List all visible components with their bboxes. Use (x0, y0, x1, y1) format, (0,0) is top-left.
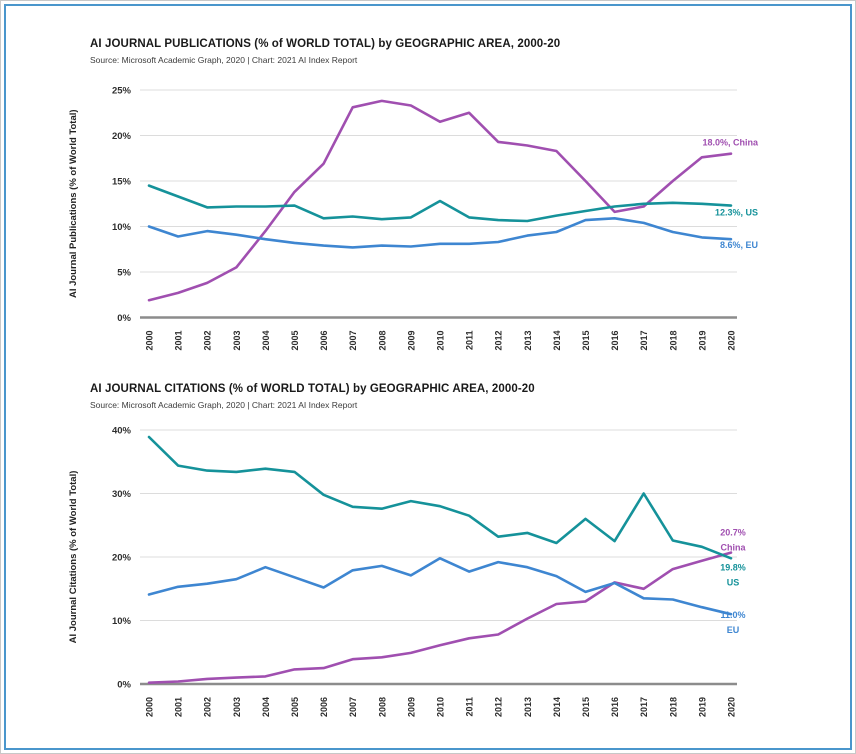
x-tick-label: 2009 (406, 697, 416, 717)
x-tick-label: 2008 (377, 697, 387, 717)
x-tick-label: 2009 (406, 331, 416, 351)
series-end-label-us: 12.3%, US (715, 208, 758, 218)
x-tick-label: 2003 (232, 697, 242, 717)
x-tick-label: 2013 (523, 331, 533, 351)
x-tick-label: 2012 (494, 697, 504, 717)
series-line-eu (147, 557, 733, 616)
x-tick-label: 2019 (697, 331, 707, 351)
x-tick-label: 2004 (261, 697, 271, 717)
series-line-china (147, 99, 733, 302)
x-tick-label: 2014 (552, 331, 562, 351)
series-line-us (147, 184, 733, 223)
y-tick-label: 10% (112, 616, 132, 627)
citations-plot: 0% 10% 20% 30% 40% 2000 2001 2002 2003 2004 2005 20… (68, 426, 746, 718)
x-tick-label: 2020 (727, 697, 737, 717)
x-tick-label: 2010 (436, 331, 446, 351)
x-tick-label: 2002 (203, 331, 213, 351)
y-tick-label: 20% (112, 553, 132, 564)
x-tick-label: 2014 (552, 697, 562, 717)
series-end-label-eu: 8.6%, EU (720, 240, 758, 250)
x-tick-label: 2007 (348, 331, 358, 351)
x-tick-label: 2010 (436, 697, 446, 717)
series-end-label-us: US (727, 577, 740, 587)
x-tick-label: 2015 (581, 697, 591, 717)
y-tick-label: 25% (112, 86, 132, 97)
x-tick-label: 2011 (465, 331, 475, 351)
y-axis-title: AI Journal Publications (% of World Tota… (68, 109, 79, 298)
y-tick-label: 0% (117, 680, 131, 691)
y-tick-label: 15% (112, 177, 132, 188)
y-tick-label: 20% (112, 131, 132, 142)
x-tick-label: 2013 (523, 697, 533, 717)
citations-chart-title: AI JOURNAL CITATIONS (% of WORLD TOTAL) … (90, 383, 535, 395)
series-end-label-eu: 11.0% (720, 610, 745, 620)
y-tick-label: 5% (117, 268, 131, 279)
publications-chart-source: Source: Microsoft Academic Graph, 2020 |… (90, 55, 358, 65)
x-tick-label: 2017 (639, 331, 649, 351)
x-tick-label: 2006 (319, 697, 329, 717)
x-tick-label: 2012 (494, 331, 504, 351)
publications-chart-title: AI JOURNAL PUBLICATIONS (% of WORLD TOTA… (90, 38, 561, 50)
x-tick-label: 2008 (377, 331, 387, 351)
x-tick-label: 2002 (203, 697, 213, 717)
publications-plot: 0% 5% 10% 15% 20% 25% 2000 2001 2002 2003 2004 2005… (68, 86, 759, 351)
x-tick-label: 2001 (174, 331, 184, 351)
x-tick-label: 2018 (668, 331, 678, 351)
x-tick-label: 2006 (319, 331, 329, 351)
x-tick-label: 2016 (610, 697, 620, 717)
series-line-eu (147, 217, 733, 249)
x-tick-label: 2004 (261, 331, 271, 351)
series-end-label-us: 19.8% (720, 562, 746, 572)
y-axis-title: AI Journal Citations (% of World Total) (68, 471, 79, 644)
series-end-label-china: 18.0%, China (702, 138, 759, 148)
y-tick-label: 30% (112, 489, 132, 500)
x-tick-label: 2019 (697, 697, 707, 717)
y-tick-label: 0% (117, 313, 131, 324)
series-end-label-china: 20.7% (720, 528, 746, 538)
x-tick-label: 2017 (639, 697, 649, 717)
y-tick-label: 10% (112, 222, 132, 233)
x-tick-label: 2016 (610, 331, 620, 351)
x-tick-label: 2020 (727, 331, 737, 351)
series-end-label-china: China (720, 543, 746, 553)
x-tick-label: 2000 (145, 697, 155, 717)
citations-chart-source: Source: Microsoft Academic Graph, 2020 |… (90, 400, 358, 410)
series-line-china (147, 551, 733, 685)
x-tick-label: 2007 (348, 697, 358, 717)
x-tick-label: 2001 (174, 697, 184, 717)
x-tick-label: 2011 (465, 697, 475, 717)
y-tick-label: 40% (112, 426, 132, 437)
x-tick-label: 2005 (290, 331, 300, 351)
x-tick-label: 2018 (668, 697, 678, 717)
x-tick-label: 2000 (145, 331, 155, 351)
series-end-label-eu: EU (727, 625, 740, 635)
x-tick-label: 2005 (290, 697, 300, 717)
series-line-us (147, 435, 733, 560)
x-tick-label: 2015 (581, 331, 591, 351)
x-tick-label: 2003 (232, 331, 242, 351)
